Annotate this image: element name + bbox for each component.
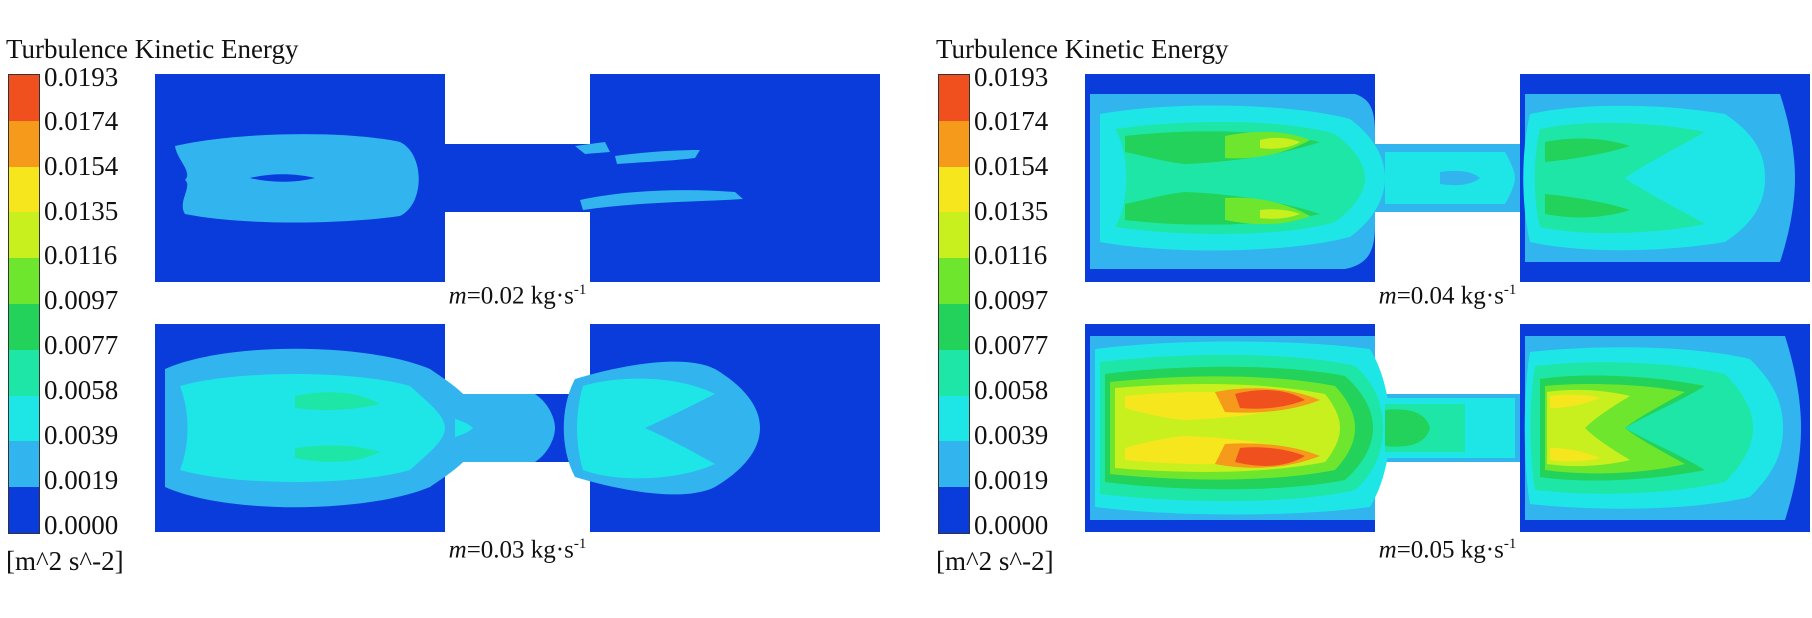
colorbar-segment xyxy=(939,212,969,259)
tick-label: 0.0135 xyxy=(974,196,1049,226)
tick-label: 0.0019 xyxy=(44,465,119,495)
contour-region xyxy=(577,378,715,479)
tick-label: 0.0039 xyxy=(974,420,1049,450)
tick-label: 0.0116 xyxy=(44,240,118,270)
colorbar-ticks: 0.0193 0.0174 0.0154 0.0135 0.0116 0.009… xyxy=(974,64,1084,544)
contour-region xyxy=(250,174,315,182)
contour-region xyxy=(1547,389,1630,467)
contour-region xyxy=(455,419,473,437)
panel-caption: m=0.03 kg·s-1 xyxy=(155,536,880,564)
contour-plot xyxy=(155,324,880,532)
contour-region xyxy=(1440,170,1480,186)
tick-label: 0.0174 xyxy=(44,106,119,136)
legend-title: Turbulence Kinetic Energy xyxy=(6,34,299,64)
tick-label: 0.0097 xyxy=(44,285,119,315)
caption-value: =0.02 kg·s xyxy=(466,282,574,310)
contour-region xyxy=(1235,447,1305,466)
colorbar-segment xyxy=(9,441,39,488)
colorbar-segment xyxy=(9,395,39,442)
tick-label: 0.0000 xyxy=(44,510,119,540)
panel-caption: m=0.05 kg·s-1 xyxy=(1085,536,1810,564)
colorbar-segment xyxy=(939,166,969,213)
contour-region xyxy=(1545,194,1630,218)
colorbar xyxy=(938,74,970,534)
contour-region xyxy=(575,142,610,154)
tick-label: 0.0174 xyxy=(974,106,1049,136)
contour-panel-d: m=0.05 kg·s-1 xyxy=(1085,324,1810,564)
panel-caption: m=0.02 kg·s-1 xyxy=(155,282,880,310)
tick-label: 0.0154 xyxy=(44,151,119,181)
contour-region xyxy=(1550,448,1600,462)
domain-shape xyxy=(155,74,880,282)
caption-variable: m xyxy=(1378,536,1397,564)
colorbar-segment xyxy=(9,487,39,533)
tick-label: 0.0019 xyxy=(974,465,1049,495)
legend-title: Turbulence Kinetic Energy xyxy=(936,34,1229,64)
unit-label: [m^2 s^-2] xyxy=(936,546,1054,576)
left-figure-group: Turbulence Kinetic Energy 0.0193 0.0174 … xyxy=(6,34,880,576)
colorbar-segment xyxy=(939,487,969,533)
tick-label: 0.0193 xyxy=(44,62,119,92)
colorbar-segment xyxy=(9,212,39,259)
caption-exponent: -1 xyxy=(573,536,587,552)
caption-variable: m xyxy=(448,282,467,310)
caption-variable: m xyxy=(1378,282,1397,310)
contour-region xyxy=(1260,137,1300,149)
colorbar-segment xyxy=(9,258,39,304)
contour-region xyxy=(1235,390,1305,409)
contour-region xyxy=(295,445,380,462)
tick-label: 0.0135 xyxy=(44,196,119,226)
contour-region xyxy=(295,392,380,411)
contour-panel-c: m=0.04 kg·s-1 xyxy=(1085,74,1810,314)
colorbar-segment xyxy=(939,349,969,396)
colorbar-segment xyxy=(939,395,969,442)
tick-label: 0.0058 xyxy=(974,375,1049,405)
panel-caption: m=0.04 kg·s-1 xyxy=(1085,282,1810,310)
caption-value: =0.05 kg·s xyxy=(1396,536,1504,564)
tick-label: 0.0058 xyxy=(44,375,119,405)
colorbar-ticks: 0.0193 0.0174 0.0154 0.0135 0.0116 0.009… xyxy=(44,64,154,544)
tick-label: 0.0116 xyxy=(974,240,1048,270)
tick-label: 0.0000 xyxy=(974,510,1049,540)
contour-plot xyxy=(1085,324,1810,532)
contour-region xyxy=(1385,409,1430,447)
colorbar-segment xyxy=(939,258,969,304)
caption-variable: m xyxy=(448,536,467,564)
right-figure-group: Turbulence Kinetic Energy 0.0193 0.0174 … xyxy=(930,0,1812,618)
contour-region xyxy=(1550,394,1600,408)
unit-label: [m^2 s^-2] xyxy=(6,546,124,576)
colorbar xyxy=(8,74,40,534)
contour-region xyxy=(1545,138,1630,162)
colorbar-segment xyxy=(939,75,969,121)
contour-region xyxy=(445,394,555,462)
tick-label: 0.0077 xyxy=(974,330,1049,360)
tick-label: 0.0039 xyxy=(44,420,119,450)
colorbar-segment xyxy=(9,349,39,396)
colorbar-segment xyxy=(939,120,969,167)
tick-label: 0.0154 xyxy=(974,151,1049,181)
tick-label: 0.0193 xyxy=(974,62,1049,92)
colorbar-segment xyxy=(939,303,969,350)
contour-region xyxy=(1260,209,1300,219)
caption-exponent: -1 xyxy=(573,282,587,298)
caption-value: =0.04 kg·s xyxy=(1396,282,1504,310)
contour-region xyxy=(615,150,700,164)
caption-exponent: -1 xyxy=(1503,282,1517,298)
colorbar-segment xyxy=(939,441,969,488)
contour-panel-a: m=0.02 kg·s-1 xyxy=(155,74,880,314)
contour-plot xyxy=(1085,74,1810,282)
tick-label: 0.0077 xyxy=(44,330,119,360)
colorbar-segment xyxy=(9,166,39,213)
contour-plot xyxy=(155,74,880,282)
colorbar-segment xyxy=(9,120,39,167)
tick-label: 0.0097 xyxy=(974,285,1049,315)
caption-value: =0.03 kg·s xyxy=(466,536,574,564)
contour-region xyxy=(180,374,445,482)
caption-exponent: -1 xyxy=(1503,536,1517,552)
contour-region xyxy=(580,190,743,210)
contour-panel-b: m=0.03 kg·s-1 xyxy=(155,324,880,564)
colorbar-segment xyxy=(9,303,39,350)
colorbar-segment xyxy=(9,75,39,121)
